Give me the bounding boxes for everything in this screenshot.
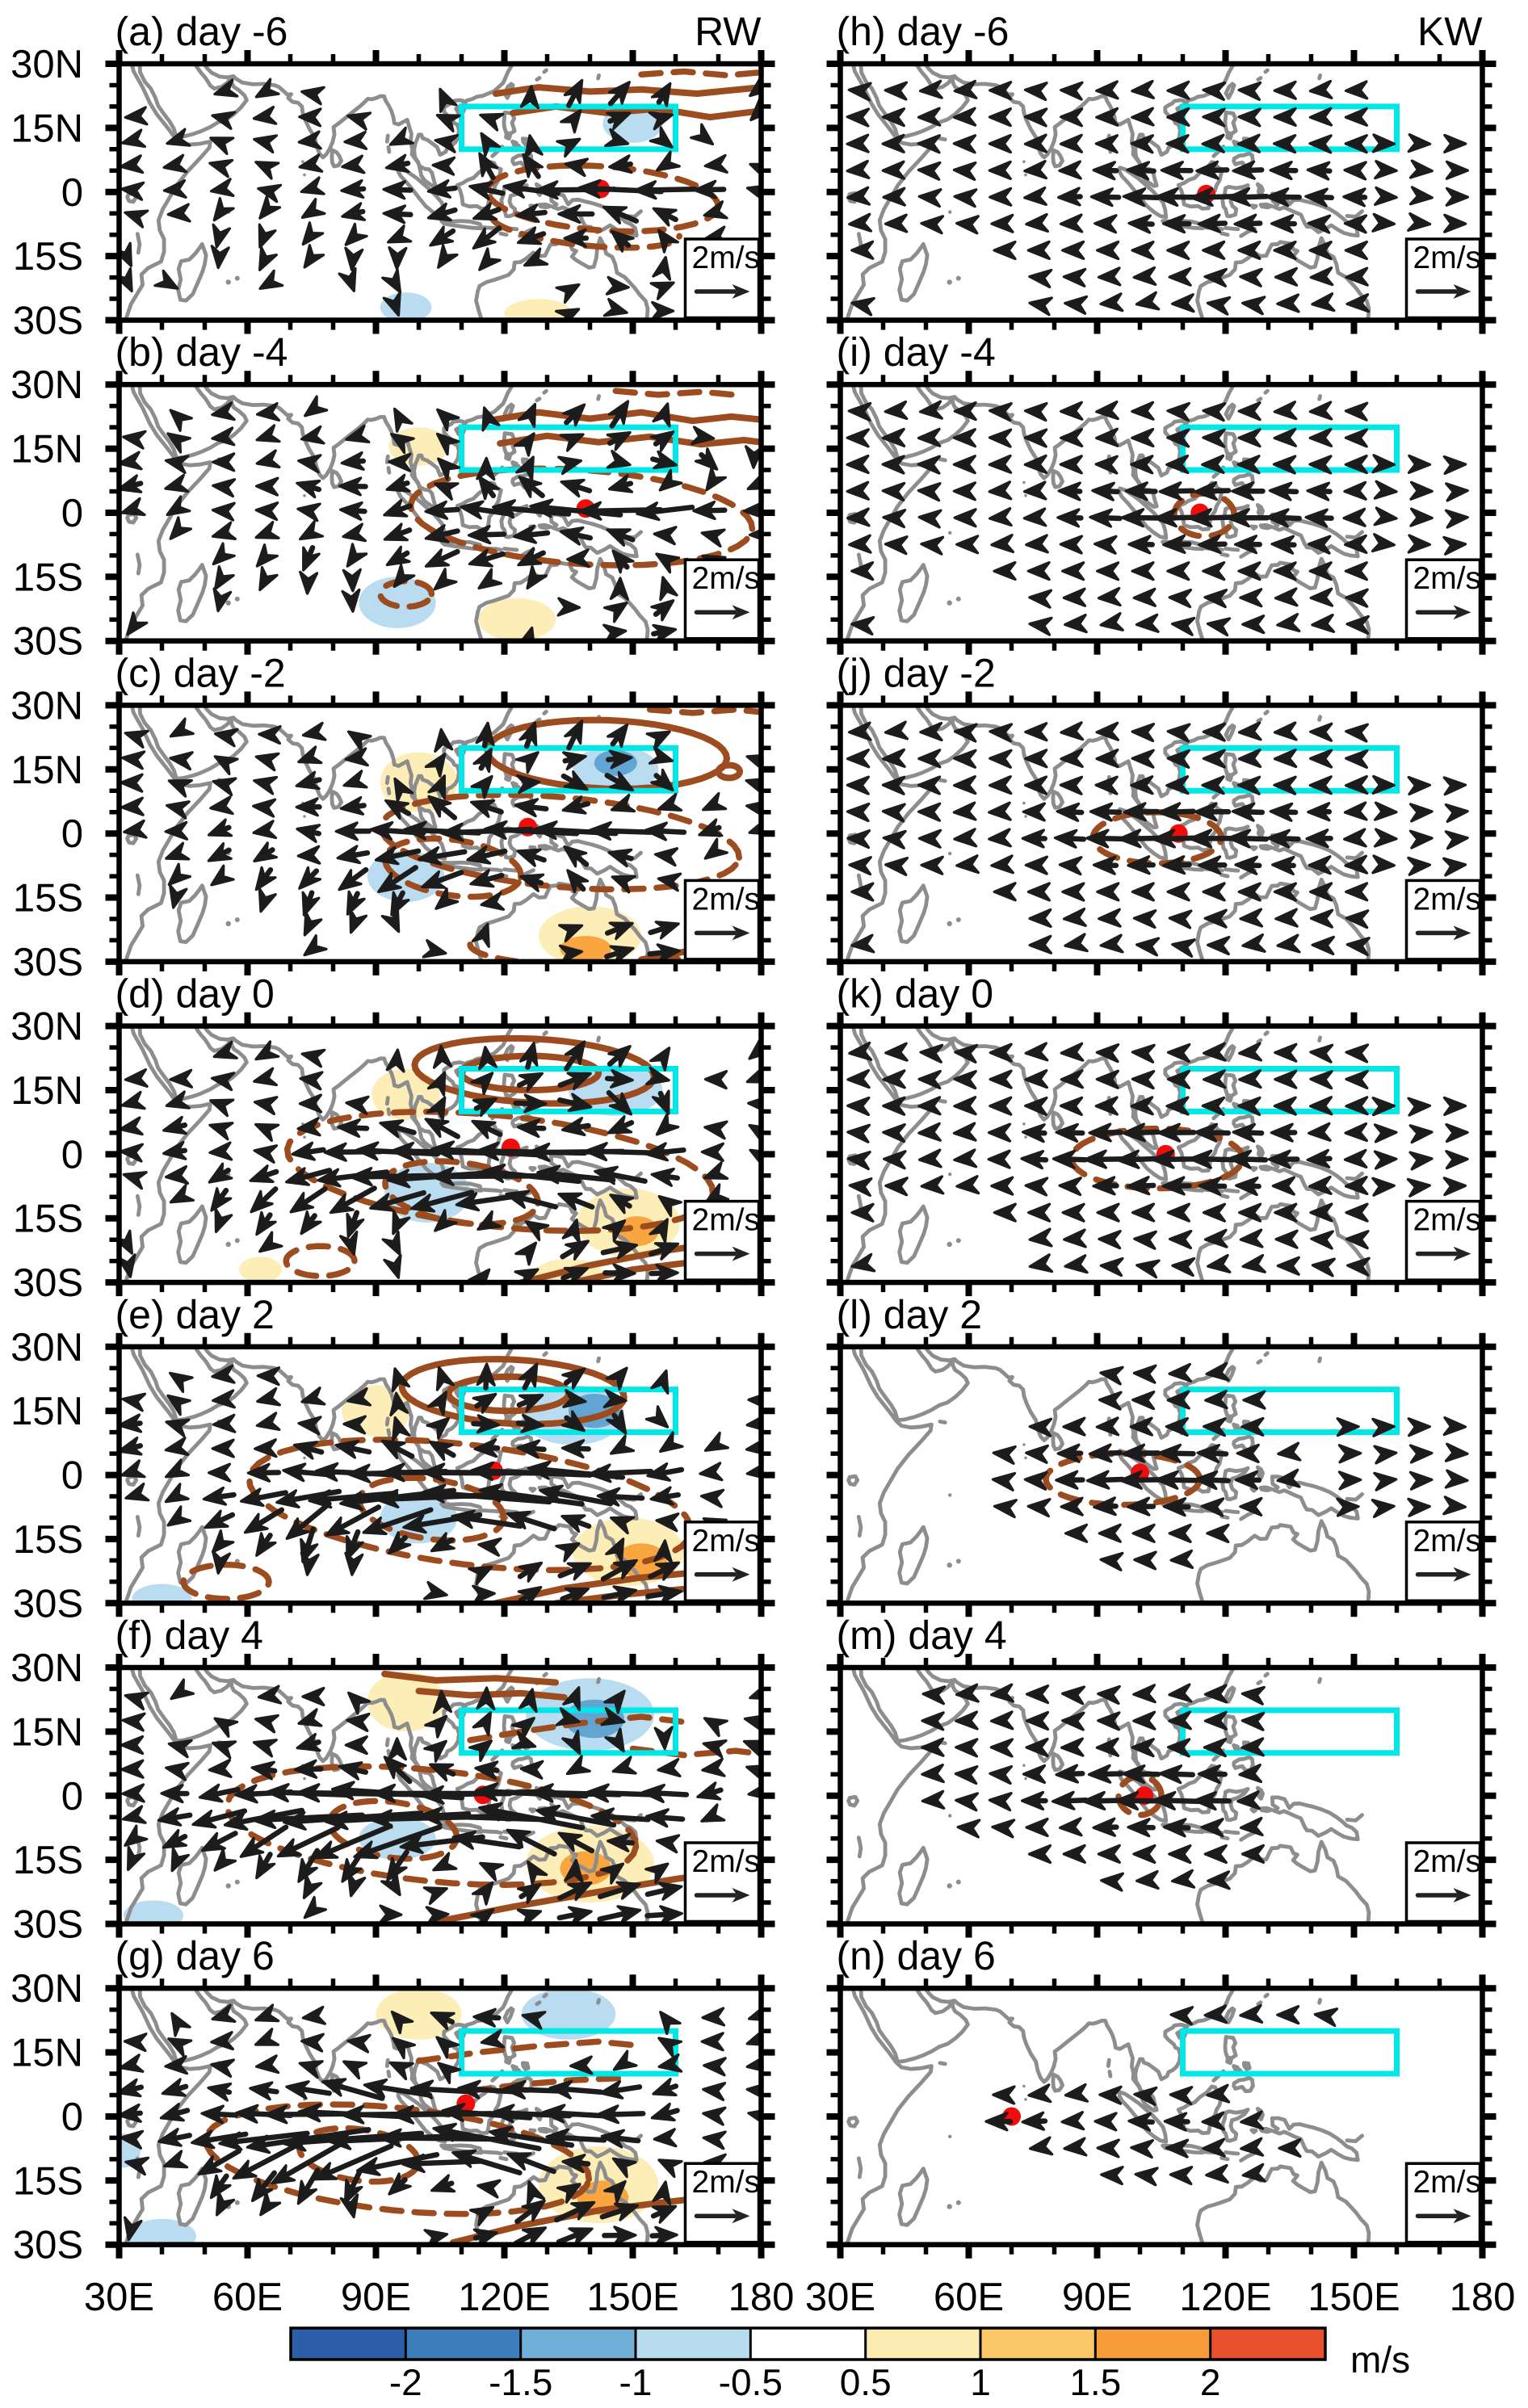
- svg-text:15N: 15N: [10, 107, 83, 150]
- svg-text:15S: 15S: [13, 1518, 83, 1562]
- svg-text:(i) day -4: (i) day -4: [837, 329, 996, 375]
- svg-text:2m/s: 2m/s: [1413, 1524, 1482, 1558]
- svg-text:2: 2: [1200, 2361, 1221, 2403]
- svg-text:m/s: m/s: [1350, 2339, 1410, 2381]
- svg-text:2m/s: 2m/s: [692, 882, 761, 917]
- svg-text:15S: 15S: [13, 235, 83, 279]
- svg-text:30N: 30N: [10, 1647, 83, 1690]
- svg-text:30S: 30S: [13, 620, 83, 664]
- svg-text:-0.5: -0.5: [719, 2361, 783, 2403]
- svg-text:180: 180: [1450, 2276, 1516, 2319]
- svg-text:15N: 15N: [10, 1390, 83, 1433]
- svg-text:0: 0: [61, 492, 83, 535]
- svg-text:(f) day 4: (f) day 4: [115, 1613, 263, 1658]
- svg-text:(h) day -6: (h) day -6: [837, 9, 1010, 54]
- svg-text:2m/s: 2m/s: [692, 1844, 761, 1879]
- svg-text:15S: 15S: [13, 877, 83, 921]
- svg-text:60E: 60E: [934, 2276, 1004, 2319]
- svg-text:KW: KW: [1417, 9, 1483, 54]
- svg-text:30E: 30E: [84, 2276, 154, 2319]
- svg-text:30N: 30N: [10, 43, 83, 86]
- svg-text:(d) day 0: (d) day 0: [115, 971, 275, 1017]
- svg-text:(l) day 2: (l) day 2: [837, 1292, 983, 1337]
- svg-text:15N: 15N: [10, 749, 83, 792]
- svg-text:15S: 15S: [13, 1839, 83, 1882]
- svg-text:15S: 15S: [13, 2159, 83, 2203]
- svg-text:0.5: 0.5: [840, 2361, 892, 2403]
- svg-text:(e) day 2: (e) day 2: [115, 1292, 275, 1337]
- svg-text:(a) day -6: (a) day -6: [115, 9, 288, 54]
- svg-text:90E: 90E: [341, 2276, 411, 2319]
- svg-text:(k) day 0: (k) day 0: [837, 971, 994, 1017]
- svg-text:30S: 30S: [13, 1261, 83, 1305]
- svg-text:30N: 30N: [10, 1005, 83, 1049]
- svg-text:15N: 15N: [10, 1069, 83, 1113]
- svg-text:-1.5: -1.5: [489, 2361, 552, 2403]
- svg-text:15S: 15S: [13, 556, 83, 599]
- svg-text:15S: 15S: [13, 1198, 83, 1241]
- svg-text:(b) day -4: (b) day -4: [115, 329, 288, 375]
- svg-text:0: 0: [61, 1775, 83, 1819]
- svg-text:180: 180: [728, 2276, 795, 2319]
- svg-text:0: 0: [61, 171, 83, 215]
- svg-text:90E: 90E: [1062, 2276, 1132, 2319]
- svg-text:(g) day 6: (g) day 6: [115, 1933, 275, 1978]
- svg-text:2m/s: 2m/s: [692, 1203, 761, 1238]
- svg-text:30S: 30S: [13, 1582, 83, 1626]
- svg-text:2m/s: 2m/s: [692, 561, 761, 596]
- svg-text:2m/s: 2m/s: [1413, 241, 1482, 275]
- svg-text:-2: -2: [389, 2361, 422, 2403]
- svg-text:2m/s: 2m/s: [1413, 2165, 1482, 2200]
- svg-text:15N: 15N: [10, 2032, 83, 2075]
- svg-text:30N: 30N: [10, 684, 83, 728]
- svg-text:60E: 60E: [212, 2276, 283, 2319]
- svg-text:30S: 30S: [13, 2224, 83, 2267]
- svg-text:(m) day 4: (m) day 4: [837, 1613, 1007, 1658]
- svg-text:120E: 120E: [1179, 2276, 1271, 2319]
- svg-text:(j) day -2: (j) day -2: [837, 650, 996, 695]
- svg-text:1.5: 1.5: [1069, 2361, 1121, 2403]
- svg-text:0: 0: [61, 2095, 83, 2139]
- svg-text:2m/s: 2m/s: [1413, 882, 1482, 917]
- svg-text:1: 1: [970, 2361, 991, 2403]
- svg-text:30S: 30S: [13, 300, 83, 343]
- svg-text:2m/s: 2m/s: [1413, 1844, 1482, 1879]
- svg-text:150E: 150E: [1308, 2276, 1400, 2319]
- svg-text:2m/s: 2m/s: [692, 2165, 761, 2200]
- svg-text:-1: -1: [619, 2361, 653, 2403]
- svg-text:30N: 30N: [10, 363, 83, 407]
- svg-text:0: 0: [61, 812, 83, 856]
- svg-text:30N: 30N: [10, 1326, 83, 1370]
- svg-text:15N: 15N: [10, 1710, 83, 1754]
- svg-text:2m/s: 2m/s: [1413, 561, 1482, 596]
- svg-text:150E: 150E: [586, 2276, 678, 2319]
- svg-text:15N: 15N: [10, 428, 83, 472]
- svg-text:0: 0: [61, 1454, 83, 1498]
- svg-text:(c) day -2: (c) day -2: [115, 650, 286, 695]
- svg-text:2m/s: 2m/s: [692, 241, 761, 275]
- svg-text:2m/s: 2m/s: [1413, 1203, 1482, 1238]
- svg-text:30S: 30S: [13, 1903, 83, 1947]
- svg-text:30S: 30S: [13, 941, 83, 984]
- svg-text:120E: 120E: [458, 2276, 550, 2319]
- svg-text:30E: 30E: [805, 2276, 875, 2319]
- svg-text:0: 0: [61, 1133, 83, 1177]
- svg-text:RW: RW: [695, 9, 762, 54]
- svg-text:30N: 30N: [10, 1967, 83, 2011]
- svg-text:2m/s: 2m/s: [692, 1524, 761, 1558]
- svg-text:(n) day 6: (n) day 6: [837, 1933, 996, 1978]
